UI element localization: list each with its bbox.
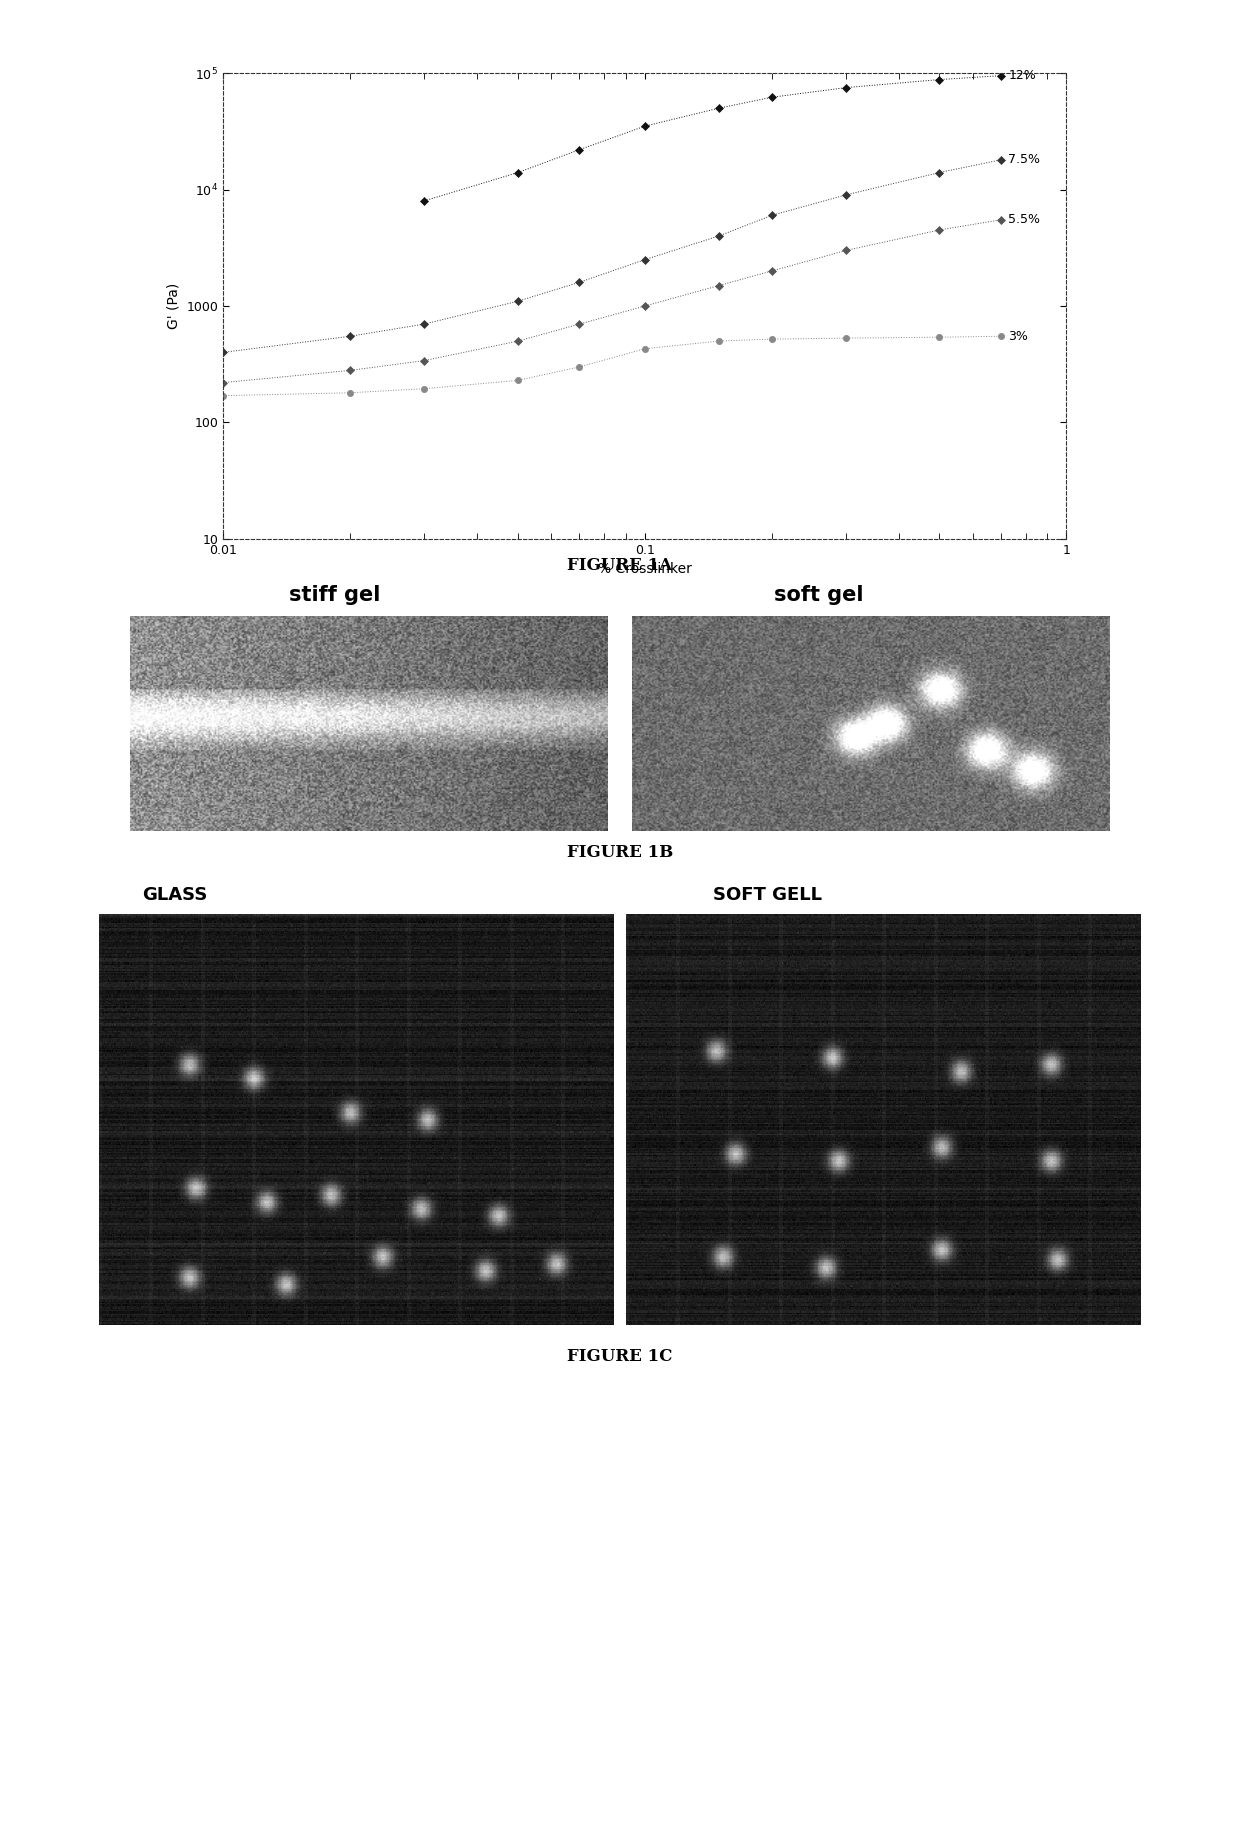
Text: FIGURE 1B: FIGURE 1B [567, 844, 673, 861]
Text: 5.5%: 5.5% [1008, 214, 1040, 227]
Text: GLASS: GLASS [143, 886, 208, 904]
Text: soft gel: soft gel [774, 585, 863, 605]
Text: 7.5%: 7.5% [1008, 153, 1040, 166]
Text: stiff gel: stiff gel [289, 585, 381, 605]
Text: 3%: 3% [1008, 329, 1028, 343]
Text: 12%: 12% [1008, 69, 1037, 82]
X-axis label: % Crosslinker: % Crosslinker [598, 563, 692, 576]
Text: SOFT GELL: SOFT GELL [713, 886, 822, 904]
Text: FIGURE 1C: FIGURE 1C [568, 1348, 672, 1365]
Text: FIGURE 1A: FIGURE 1A [568, 557, 672, 574]
Y-axis label: G' (Pa): G' (Pa) [167, 283, 181, 329]
